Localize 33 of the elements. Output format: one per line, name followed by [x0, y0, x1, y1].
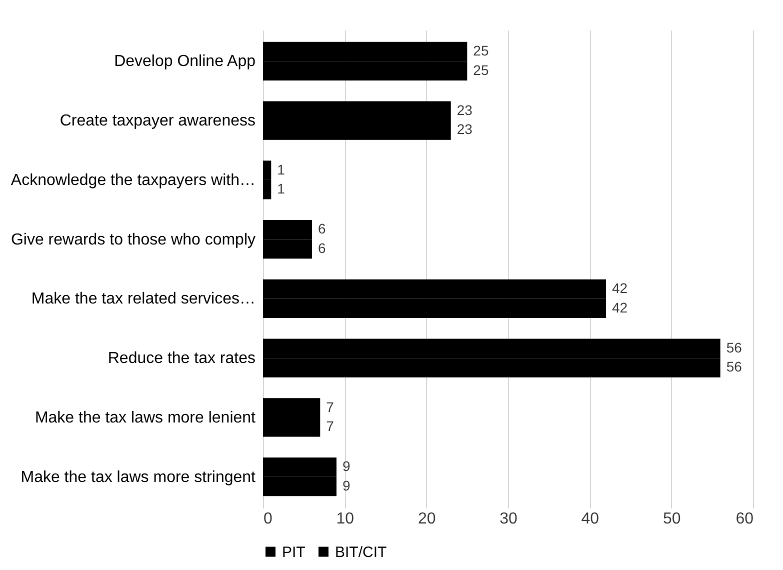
x-tick-label: 50 — [662, 510, 681, 528]
data-label: 23 — [456, 102, 473, 118]
data-label: 56 — [726, 339, 742, 356]
x-tick-label: 60 — [736, 510, 754, 528]
data-label: 56 — [726, 358, 742, 375]
x-tick-label: 10 — [336, 510, 354, 528]
y-tick-label: Create taxpayer awareness — [60, 112, 256, 130]
x-tick-label: 0 — [264, 510, 272, 528]
y-tick-label: Acknowledge the taxpayers with… — [10, 172, 256, 189]
y-tick-label: Make the tax related services… — [31, 290, 256, 308]
y-tick-label: Reduce the tax rates — [108, 350, 256, 368]
data-label: 1 — [277, 161, 286, 178]
x-tick-label: 20 — [418, 510, 436, 528]
data-label: 25 — [473, 42, 489, 59]
data-label: 42 — [612, 299, 628, 316]
legend-label: BIT/CIT — [335, 544, 387, 561]
y-tick-label: Give rewards to those who comply — [10, 231, 256, 248]
legend-label: PIT — [282, 544, 306, 561]
data-label: 6 — [318, 240, 326, 256]
data-label: 7 — [326, 418, 334, 434]
data-label: 9 — [342, 458, 350, 474]
data-label: 23 — [456, 121, 473, 138]
y-tick-label: Make the tax laws more lenient — [34, 409, 256, 426]
data-label: 42 — [612, 280, 628, 296]
x-tick-label: 40 — [581, 510, 600, 528]
data-label: 6 — [318, 220, 326, 237]
data-label: 9 — [342, 477, 350, 494]
x-tick-label: 30 — [500, 510, 518, 528]
data-label: 1 — [277, 180, 286, 197]
y-tick-label: Make the tax laws more stringent — [20, 468, 256, 486]
data-label: 25 — [473, 62, 489, 78]
data-label: 7 — [326, 398, 334, 415]
y-tick-label: Develop Online App — [114, 53, 256, 70]
